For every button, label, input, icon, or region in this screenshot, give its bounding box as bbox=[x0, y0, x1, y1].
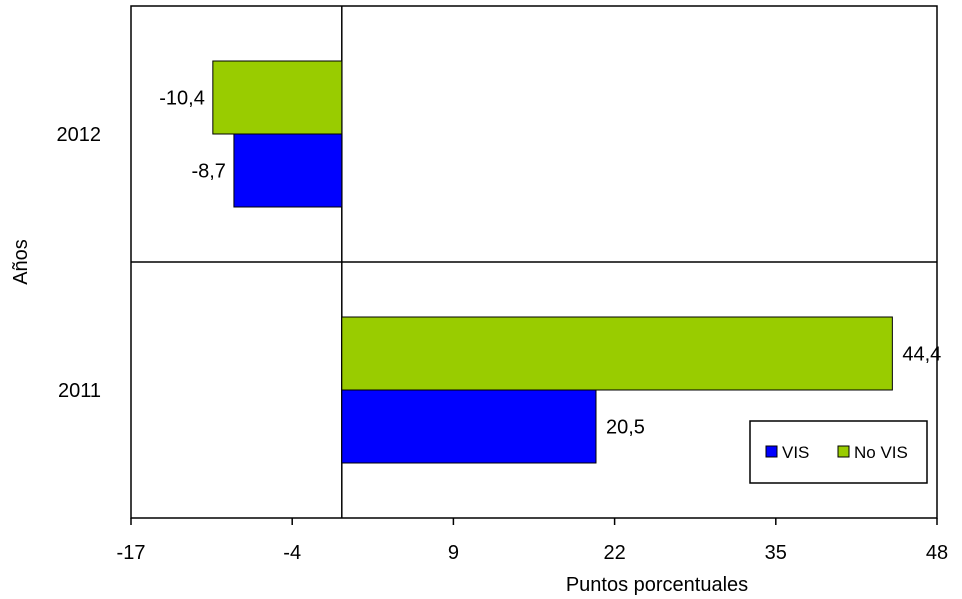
legend-label-no-vis: No VIS bbox=[854, 443, 908, 462]
x-tick-label: -4 bbox=[283, 542, 301, 564]
bar-vis-2011 bbox=[341, 389, 597, 464]
data-labels: -10,4 -8,7 44,4 20,5 bbox=[159, 88, 941, 439]
bars bbox=[212, 60, 893, 464]
x-tick-label: 35 bbox=[765, 542, 787, 564]
data-label: 44,4 bbox=[902, 344, 941, 366]
y-tick-label: 2012 bbox=[57, 124, 102, 146]
legend-swatch-no-vis bbox=[837, 445, 850, 458]
legend-swatch-vis bbox=[765, 445, 778, 458]
legend-label-vis: VIS bbox=[782, 443, 809, 462]
x-tick-label: -17 bbox=[117, 542, 146, 564]
bar-no-vis-2011 bbox=[341, 316, 893, 391]
legend: VIS No VIS bbox=[749, 420, 928, 484]
bar-vis-2012 bbox=[233, 133, 343, 208]
x-tick-label: 48 bbox=[926, 542, 948, 564]
x-axis-ticks: -17 -4 9 22 35 48 bbox=[117, 518, 948, 564]
bar-no-vis-2012 bbox=[212, 60, 343, 135]
data-label: -8,7 bbox=[191, 161, 225, 183]
y-axis-title: Años bbox=[10, 239, 32, 285]
y-tick-label: 2011 bbox=[58, 380, 101, 402]
x-axis-title: Puntos porcentuales bbox=[566, 574, 748, 596]
data-label: -10,4 bbox=[159, 88, 205, 110]
data-label: 20,5 bbox=[606, 417, 645, 439]
x-tick-label: 9 bbox=[448, 542, 459, 564]
x-tick-label: 22 bbox=[603, 542, 625, 564]
y-axis-ticks: 2012 2011 bbox=[57, 124, 102, 402]
